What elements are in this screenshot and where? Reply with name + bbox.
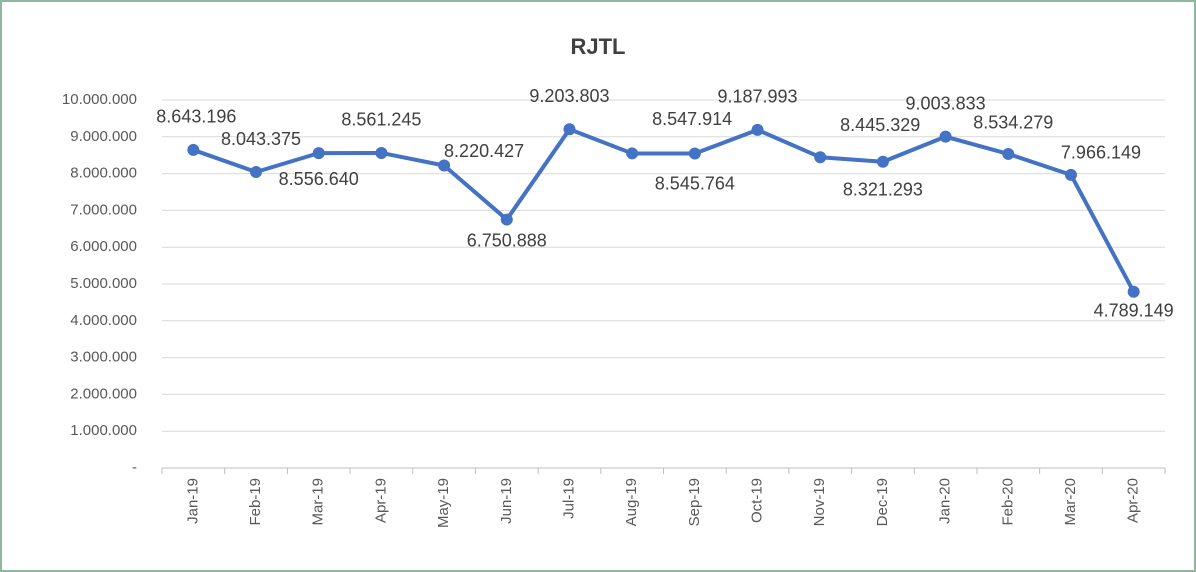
data-label: 4.789.149 [1094,301,1174,321]
data-label: 7.966.149 [1061,143,1141,163]
data-label: 8.556.640 [279,169,359,189]
y-tick-label: 5.000.000 [70,275,137,292]
point [438,159,451,172]
x-tick-label: Feb-19 [247,478,264,526]
data-label: 6.750.888 [467,230,547,250]
y-tick-label: 3.000.000 [70,349,137,366]
point [250,166,263,179]
point [626,147,639,160]
data-label: 8.321.293 [843,180,923,200]
x-tick-label: Apr-20 [1125,478,1142,523]
data-label: 8.545.764 [655,173,735,193]
x-tick-label: Nov-19 [811,478,828,526]
data-label: 9.187.993 [717,87,797,107]
x-tick-label: Jan-19 [184,478,201,524]
data-label: 9.003.833 [906,93,986,113]
chart-title: RJTL [571,34,626,59]
point [312,147,325,160]
x-tick-label: Aug-19 [623,478,640,526]
point [939,130,952,143]
data-label: 8.547.914 [652,109,732,129]
point [500,213,513,226]
data-label: 8.220.427 [444,141,524,161]
x-tick-label: Jan-20 [937,478,954,524]
data-label: 9.203.803 [529,86,609,106]
x-tick-label: Jul-19 [560,478,577,519]
x-tick-label: Dec-19 [874,478,891,526]
y-tick-label: 9.000.000 [70,128,137,145]
data-label: 8.643.196 [156,107,236,127]
point [1064,168,1077,181]
point [688,147,701,160]
point [563,123,576,136]
x-tick-label: Mar-20 [1062,478,1079,526]
line-series [192,127,1136,293]
data-label: 8.534.279 [973,113,1053,133]
point [1127,285,1140,298]
data-label: 8.561.245 [341,110,421,130]
data-label: 8.043.375 [221,129,301,149]
point [751,123,764,136]
x-tick-label: Apr-19 [372,478,389,523]
y-tick-label: 8.000.000 [70,165,137,182]
point [187,143,200,156]
x-tick-label: Mar-19 [310,478,327,526]
y-tick-label: 2.000.000 [70,385,137,402]
x-tick-label: May-19 [435,478,452,528]
x-tick-label: Jun-19 [498,478,515,524]
y-tick-label: 4.000.000 [70,312,137,329]
y-tick-label: 6.000.000 [70,238,137,255]
y-tick-label: 7.000.000 [70,201,137,218]
point [1002,147,1015,160]
x-tick-label: Sep-19 [686,478,703,526]
point [814,151,827,164]
point [876,155,889,168]
y-tick-label: - [132,459,137,476]
x-tick-label: Feb-20 [999,478,1016,526]
point [375,146,388,159]
y-tick-label: 1.000.000 [70,422,137,439]
y-tick-label: 10.000.000 [62,91,137,108]
x-tick-label: Oct-19 [749,478,766,523]
data-label: 8.445.329 [840,115,920,135]
